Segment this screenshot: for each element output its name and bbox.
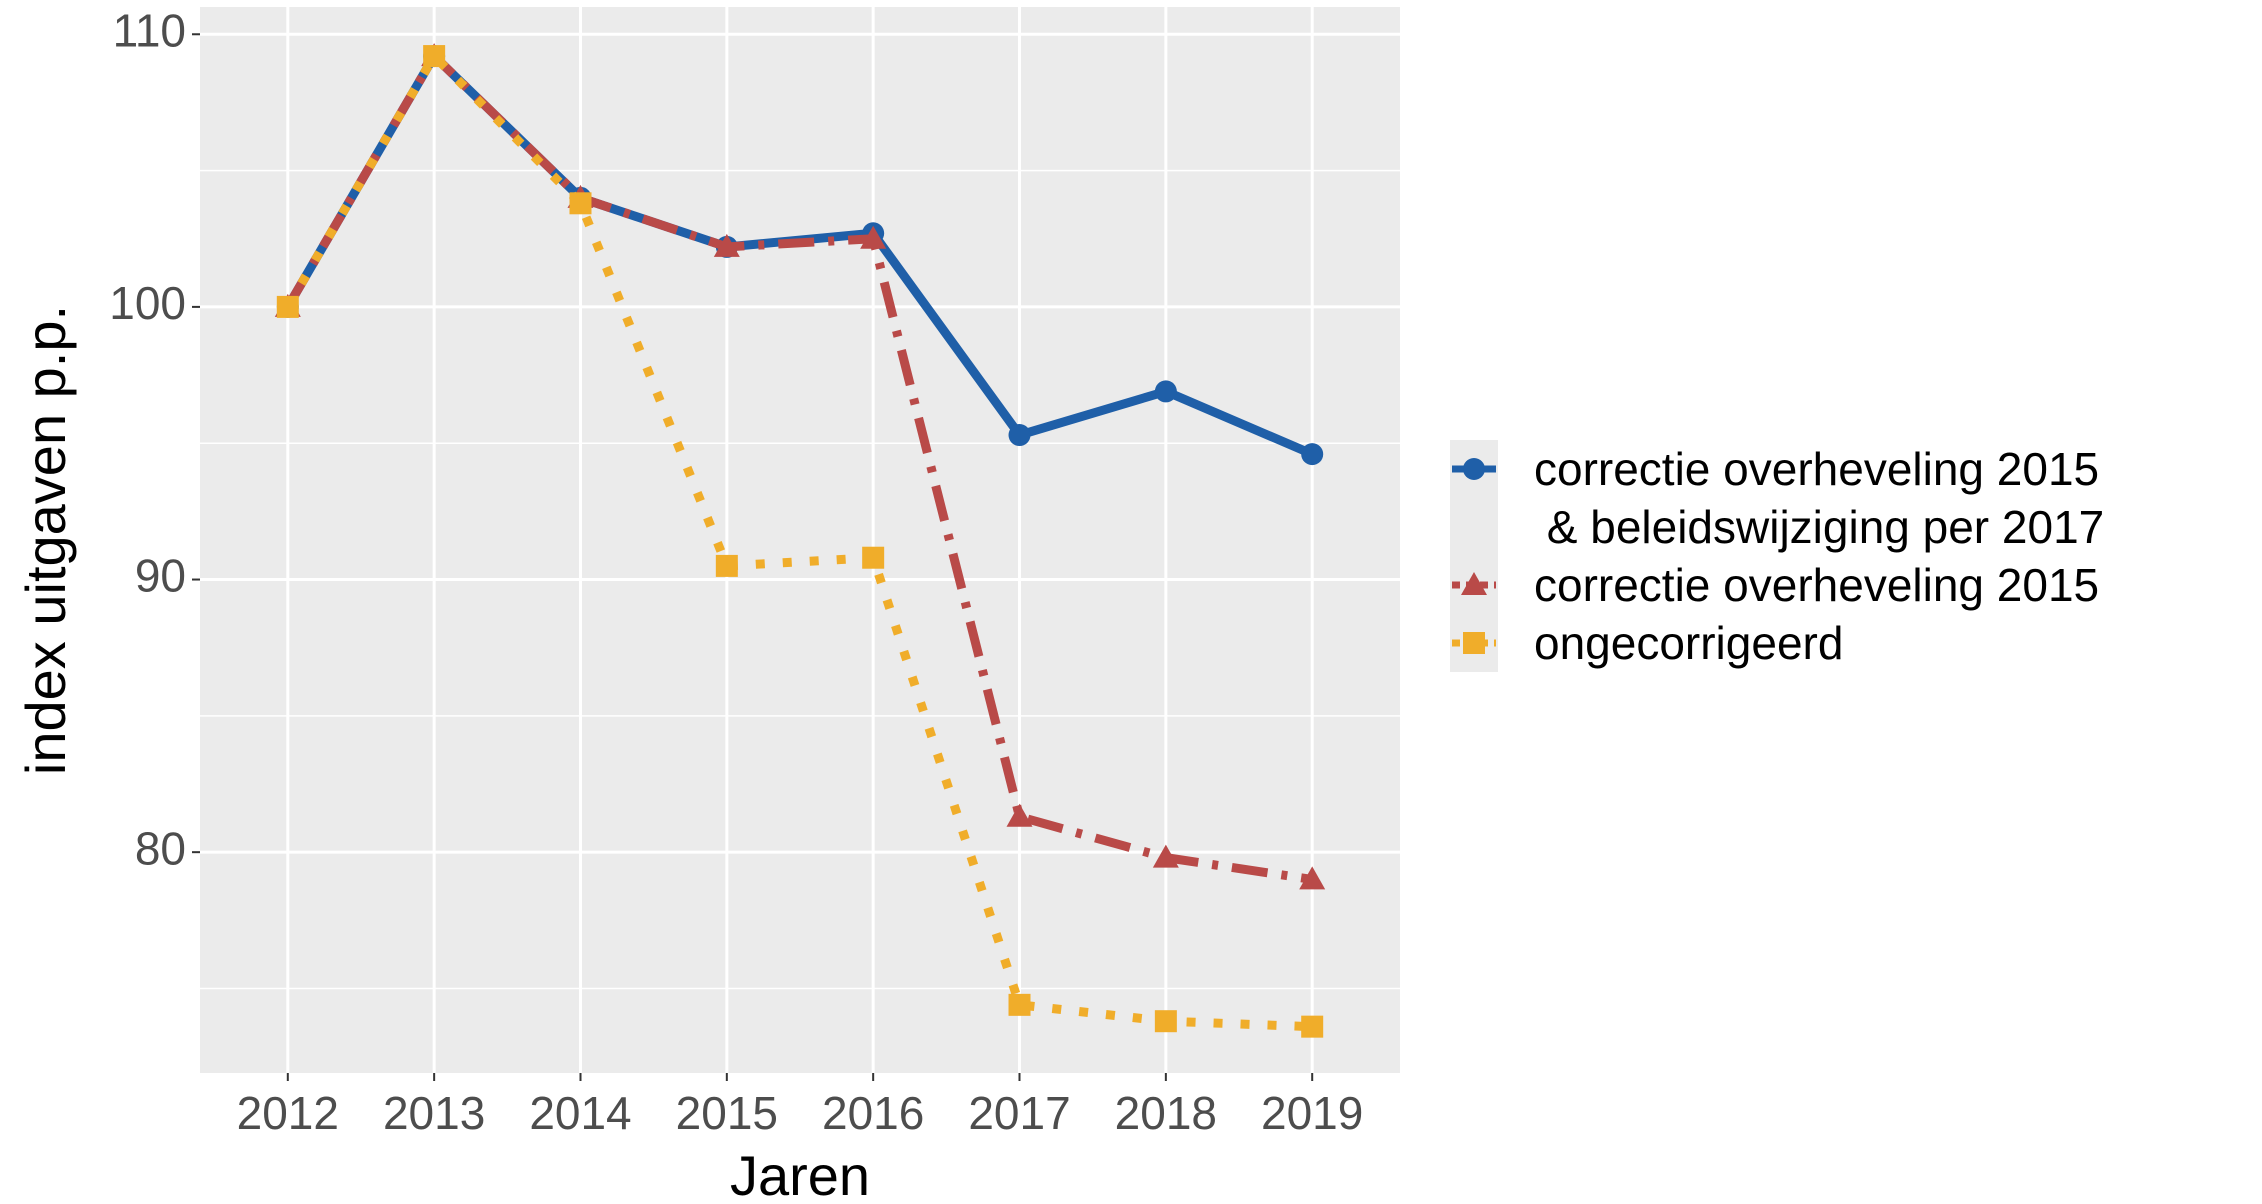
- x-tick-label: 2016: [822, 1087, 924, 1139]
- marker: [1008, 993, 1031, 1016]
- marker: [1299, 866, 1326, 890]
- marker: [276, 295, 299, 318]
- x-tick-label: 2015: [676, 1087, 778, 1139]
- marker: [715, 554, 738, 577]
- series-line: [283, 51, 1313, 1032]
- x-tick-label: 2017: [968, 1087, 1070, 1139]
- marker: [1463, 632, 1485, 654]
- y-tick-label: 80: [135, 822, 186, 874]
- marker: [1301, 443, 1324, 466]
- marker: [862, 546, 885, 569]
- y-tick-label: 90: [135, 550, 186, 602]
- legend-label: correctie overheveling 2015 & beleidswij…: [1534, 443, 2105, 553]
- series-line: [283, 51, 1313, 884]
- x-tick-label: 2012: [237, 1087, 339, 1139]
- x-tick-label: 2014: [529, 1087, 631, 1139]
- marker: [860, 225, 887, 249]
- marker: [1461, 572, 1487, 595]
- y-tick-label: 110: [113, 4, 186, 56]
- y-axis-title: index uitgaven p.p.: [14, 305, 77, 775]
- marker: [1006, 803, 1033, 827]
- legend-key: [1450, 614, 1498, 672]
- marker: [1008, 424, 1031, 447]
- x-axis-title: Jaren: [730, 1144, 870, 1204]
- marker: [423, 45, 446, 68]
- legend-key-bg: [1450, 440, 1498, 556]
- marker: [1152, 844, 1179, 868]
- x-tick-label: 2019: [1261, 1087, 1363, 1139]
- x-tick-label: 2018: [1115, 1087, 1217, 1139]
- legend-key: [1450, 556, 1498, 614]
- marker: [713, 233, 740, 257]
- y-tick-label: 100: [109, 277, 186, 329]
- legend-key: [1450, 440, 1498, 556]
- marker: [569, 192, 592, 215]
- marker: [1154, 380, 1177, 403]
- marker: [1301, 1015, 1324, 1038]
- legend-label: correctie overheveling 2015: [1534, 559, 2100, 611]
- legend-label: ongecorrigeerd: [1534, 617, 1844, 669]
- marker: [1463, 458, 1485, 480]
- marker: [1154, 1010, 1177, 1033]
- x-tick-label: 2013: [383, 1087, 485, 1139]
- panel: [200, 7, 1400, 1073]
